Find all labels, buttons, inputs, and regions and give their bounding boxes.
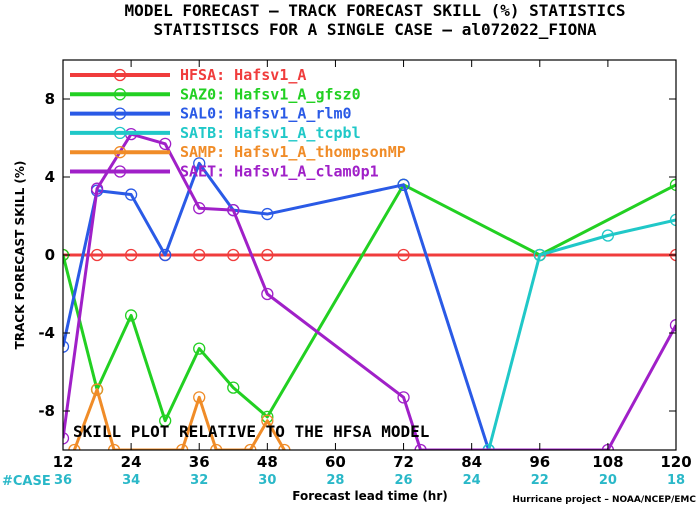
series-4-point	[278, 443, 291, 450]
legend-label: SATB: Hafsv1_A_tcpbl	[180, 124, 361, 142]
series-5-point	[193, 202, 206, 215]
legend-swatch-marker	[113, 126, 127, 140]
y-tick-label: 4	[45, 168, 55, 186]
series-line-3	[487, 218, 676, 450]
case-count-value: 34	[122, 473, 140, 488]
legend-swatch-marker	[113, 68, 127, 82]
x-tick-label: 36	[189, 453, 210, 471]
case-count-value: 20	[599, 473, 617, 488]
x-tick-label: 48	[257, 453, 278, 471]
x-tick-label: 96	[529, 453, 550, 471]
legend-swatch-marker	[113, 88, 127, 101]
legend-label: SAMP: Hafsv1_A_thompsonMP	[180, 143, 406, 161]
x-tick-label: 120	[660, 453, 691, 471]
series-3	[482, 213, 676, 450]
series-3-point	[482, 443, 495, 450]
legend-swatch-marker	[113, 165, 127, 178]
series-4-point	[68, 443, 81, 450]
skill-annotation: SKILL PLOT RELATIVE TO THE HFSA MODEL	[73, 422, 429, 441]
legend-swatch-marker	[113, 146, 127, 159]
series-0-point	[227, 248, 240, 262]
series-2-point	[397, 178, 410, 191]
y-tick-label: 8	[45, 90, 55, 108]
case-count-value: 30	[258, 473, 276, 488]
series-4-point	[90, 383, 104, 396]
series-4-point	[107, 443, 121, 450]
series-2-point	[193, 157, 206, 170]
legend-item-5: SAET: Hafsv1_A_clam0p1	[70, 163, 379, 181]
legend-item-4: SAMP: Hafsv1_A_thompsonMP	[70, 143, 406, 161]
chart-title: MODEL FORECAST – TRACK FORECAST SKILL (%…	[125, 1, 626, 20]
x-axis-label: Forecast lead time (hr)	[292, 489, 448, 503]
x-tick-label: 24	[121, 453, 142, 471]
legend-item-3: SATB: Hafsv1_A_tcpbl	[70, 124, 361, 142]
series-1-point	[193, 342, 206, 355]
series-1-point	[227, 381, 240, 394]
credit-text: Hurricane project – NOAA/NCEP/EMC	[512, 495, 696, 505]
series-3-point	[533, 248, 546, 262]
legend-label: SAZ0: Hafsv1_A_gfsz0	[180, 85, 361, 103]
series-4-point	[176, 443, 189, 450]
case-count-value: 26	[395, 473, 413, 488]
case-count-value: 28	[326, 473, 344, 488]
series-1-point	[669, 178, 676, 191]
series-5-point	[63, 432, 70, 445]
series-4-point	[193, 391, 206, 404]
series-2-point	[124, 188, 138, 201]
case-count-value: 24	[463, 473, 481, 488]
series-5-point	[159, 137, 172, 151]
series-0-point	[124, 248, 138, 262]
legend-item-0: HFSA: Hafsv1_A	[70, 66, 306, 84]
series-0-point	[397, 248, 410, 262]
series-5-point	[397, 391, 410, 404]
series-0-point	[261, 248, 274, 262]
legend-swatch-marker	[113, 107, 127, 120]
y-tick-label: -4	[38, 324, 55, 342]
series-0-point	[90, 248, 104, 262]
legend-label: HFSA: Hafsv1_A	[180, 66, 306, 84]
series-4	[68, 383, 291, 450]
series-4-point	[244, 443, 257, 450]
series-5-point	[414, 443, 427, 450]
case-count-value: 36	[54, 473, 72, 488]
series-2-point	[261, 207, 274, 221]
legend-label: SAET: Hafsv1_A_clam0p1	[180, 163, 379, 181]
series-4-point	[210, 443, 223, 450]
case-count-value: 22	[531, 473, 549, 488]
y-tick-label: 0	[45, 246, 55, 264]
series-2-point	[63, 340, 70, 353]
x-tick-label: 108	[592, 453, 623, 471]
series-5-point	[227, 203, 240, 217]
legend-item-2: SAL0: Hafsv1_A_rlm0	[70, 105, 352, 123]
x-tick-label: 84	[461, 453, 482, 471]
case-count-value: 32	[190, 473, 208, 488]
series-1-point	[159, 414, 172, 427]
y-tick-label: -8	[38, 402, 55, 420]
series-3-point	[669, 213, 676, 227]
chart-subtitle: STATISTISCS FOR A SINGLE CASE – al072022…	[153, 20, 596, 39]
series-5-point	[90, 182, 104, 195]
series-line-1	[63, 183, 676, 423]
series-5-point	[261, 287, 274, 301]
series-1-point	[124, 309, 138, 322]
case-count-value: 18	[667, 473, 685, 488]
series-layer	[63, 127, 676, 450]
series-0-point	[193, 248, 206, 262]
series-line-4	[72, 388, 286, 450]
legend-label: SAL0: Hafsv1_A_rlm0	[180, 105, 352, 123]
series-3-point	[601, 229, 615, 242]
x-tick-label: 60	[325, 453, 346, 471]
x-tick-label: 72	[393, 453, 414, 471]
x-tick-label: 12	[53, 453, 74, 471]
series-4-point	[261, 414, 274, 427]
series-5-point	[669, 319, 676, 332]
series-line-2	[63, 161, 491, 450]
case-count-label: #CASE	[2, 474, 51, 489]
legend-item-1: SAZ0: Hafsv1_A_gfsz0	[70, 85, 361, 103]
y-axis-label: TRACK FORECAST SKILL (%)	[13, 161, 27, 350]
series-2-point	[159, 248, 172, 262]
